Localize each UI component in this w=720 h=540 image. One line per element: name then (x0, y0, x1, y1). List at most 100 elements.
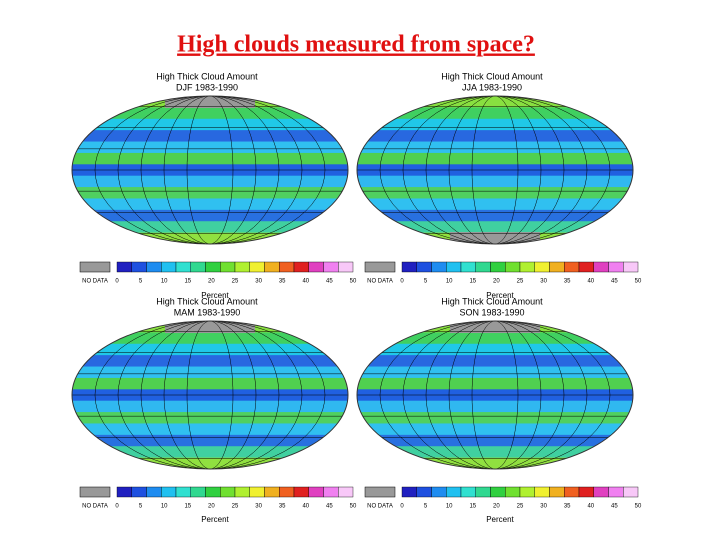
no-data-swatch (79, 261, 111, 273)
colorbar-cell (175, 261, 191, 273)
colorbar-cell (564, 261, 580, 273)
panel-title: High Thick Cloud Amount (156, 71, 258, 81)
map-band (357, 366, 633, 379)
colorbar-tick-label: 0 (115, 279, 119, 285)
map-band (357, 175, 633, 189)
panel-period: DJF 1983-1990 (176, 82, 238, 92)
colorbar-cell (475, 261, 491, 273)
panel-title: High Thick Cloud Amount (156, 296, 258, 306)
colorbar-tick-label: 35 (279, 504, 286, 510)
no-data-swatch (364, 261, 396, 273)
map-band (72, 107, 348, 120)
no-data-label: NO DATA (367, 279, 393, 285)
colorbar-cell (323, 486, 339, 498)
map-band (357, 221, 633, 234)
colorbar-cell (505, 486, 521, 498)
map-band (72, 130, 348, 143)
panel-title: High Thick Cloud Amount (441, 71, 543, 81)
colorbar-tick-label: 30 (540, 279, 547, 285)
colorbar-cell (190, 486, 206, 498)
colorbar-tick-label: 10 (161, 504, 168, 510)
colorbar-cell (623, 261, 639, 273)
colorbar-unit: Percent (201, 515, 229, 524)
colorbar-cell (146, 486, 162, 498)
colorbar-tick-label: 35 (279, 279, 286, 285)
map-band (357, 164, 633, 177)
colorbar-cell (623, 486, 639, 498)
colorbar-cell (146, 261, 162, 273)
colorbar-cell (446, 486, 462, 498)
colorbar-cell (205, 486, 221, 498)
colorbar-cell (131, 261, 147, 273)
colorbar-unit: Percent (486, 291, 514, 300)
colorbar-cell (401, 486, 417, 498)
colorbar-cell (578, 261, 594, 273)
colorbar-tick-label: 20 (493, 504, 500, 510)
colorbar-tick-label: 15 (184, 504, 191, 510)
colorbar-cell (416, 486, 432, 498)
colorbar-cell (234, 261, 250, 273)
colorbar-tick-label: 15 (184, 279, 191, 285)
colorbar-cell (323, 261, 339, 273)
map-band (357, 389, 633, 402)
map-band (357, 400, 633, 414)
map-band (72, 232, 348, 244)
colorbar-tick-label: 15 (469, 279, 476, 285)
colorbar-cell (549, 261, 565, 273)
colorbar-tick-label: 50 (350, 279, 357, 285)
colorbar-cell (338, 261, 354, 273)
colorbar-cell (519, 261, 535, 273)
map-band (357, 107, 633, 120)
colorbar-tick-label: 0 (115, 504, 119, 510)
colorbar-cell (338, 486, 354, 498)
no-data-swatch (79, 486, 111, 498)
colorbar-tick-label: 40 (302, 279, 309, 285)
colorbar-cell (593, 261, 609, 273)
map-band (357, 457, 633, 469)
colorbar-unit: Percent (201, 291, 229, 300)
map-outline (71, 95, 349, 245)
colorbar-cell (220, 261, 236, 273)
map-outline (356, 95, 634, 245)
map-band (72, 343, 348, 357)
map-band (72, 209, 348, 223)
map-band (72, 389, 348, 402)
map-band (357, 152, 633, 166)
colorbar-cell (534, 261, 550, 273)
colorbar-cell (308, 261, 324, 273)
colorbar-cell (534, 486, 550, 498)
colorbar-cell (460, 261, 476, 273)
colorbar-cell (161, 486, 177, 498)
colorbar-tick-label: 15 (469, 504, 476, 510)
colorbar-tick-label: 30 (255, 504, 262, 510)
colorbar-cell (564, 486, 580, 498)
colorbar-tick-label: 50 (635, 279, 642, 285)
colorbar-tick-label: 5 (139, 504, 143, 510)
colorbar-tick-label: 20 (493, 279, 500, 285)
colorbar-tick-label: 40 (587, 279, 594, 285)
map-band (72, 400, 348, 414)
panel-title: High Thick Cloud Amount (441, 296, 543, 306)
colorbar-tick-label: 30 (540, 504, 547, 510)
map-band (357, 446, 633, 459)
map-band (72, 377, 348, 391)
map-band (72, 412, 348, 425)
colorbar-tick-label: 0 (400, 504, 404, 510)
map-band (357, 198, 633, 211)
colorbar-tick-label: 25 (232, 279, 239, 285)
colorbar-cell (131, 486, 147, 498)
map-band (357, 343, 633, 357)
map-band (72, 423, 348, 436)
colorbar-tick-label: 35 (564, 504, 571, 510)
colorbar-cell (293, 261, 309, 273)
colorbar-tick-label: 45 (326, 279, 333, 285)
colorbar-tick-label: 45 (326, 504, 333, 510)
colorbar-tick-label: 30 (255, 279, 262, 285)
colorbar-cell (490, 261, 506, 273)
map-band (72, 446, 348, 459)
map-band (72, 198, 348, 211)
